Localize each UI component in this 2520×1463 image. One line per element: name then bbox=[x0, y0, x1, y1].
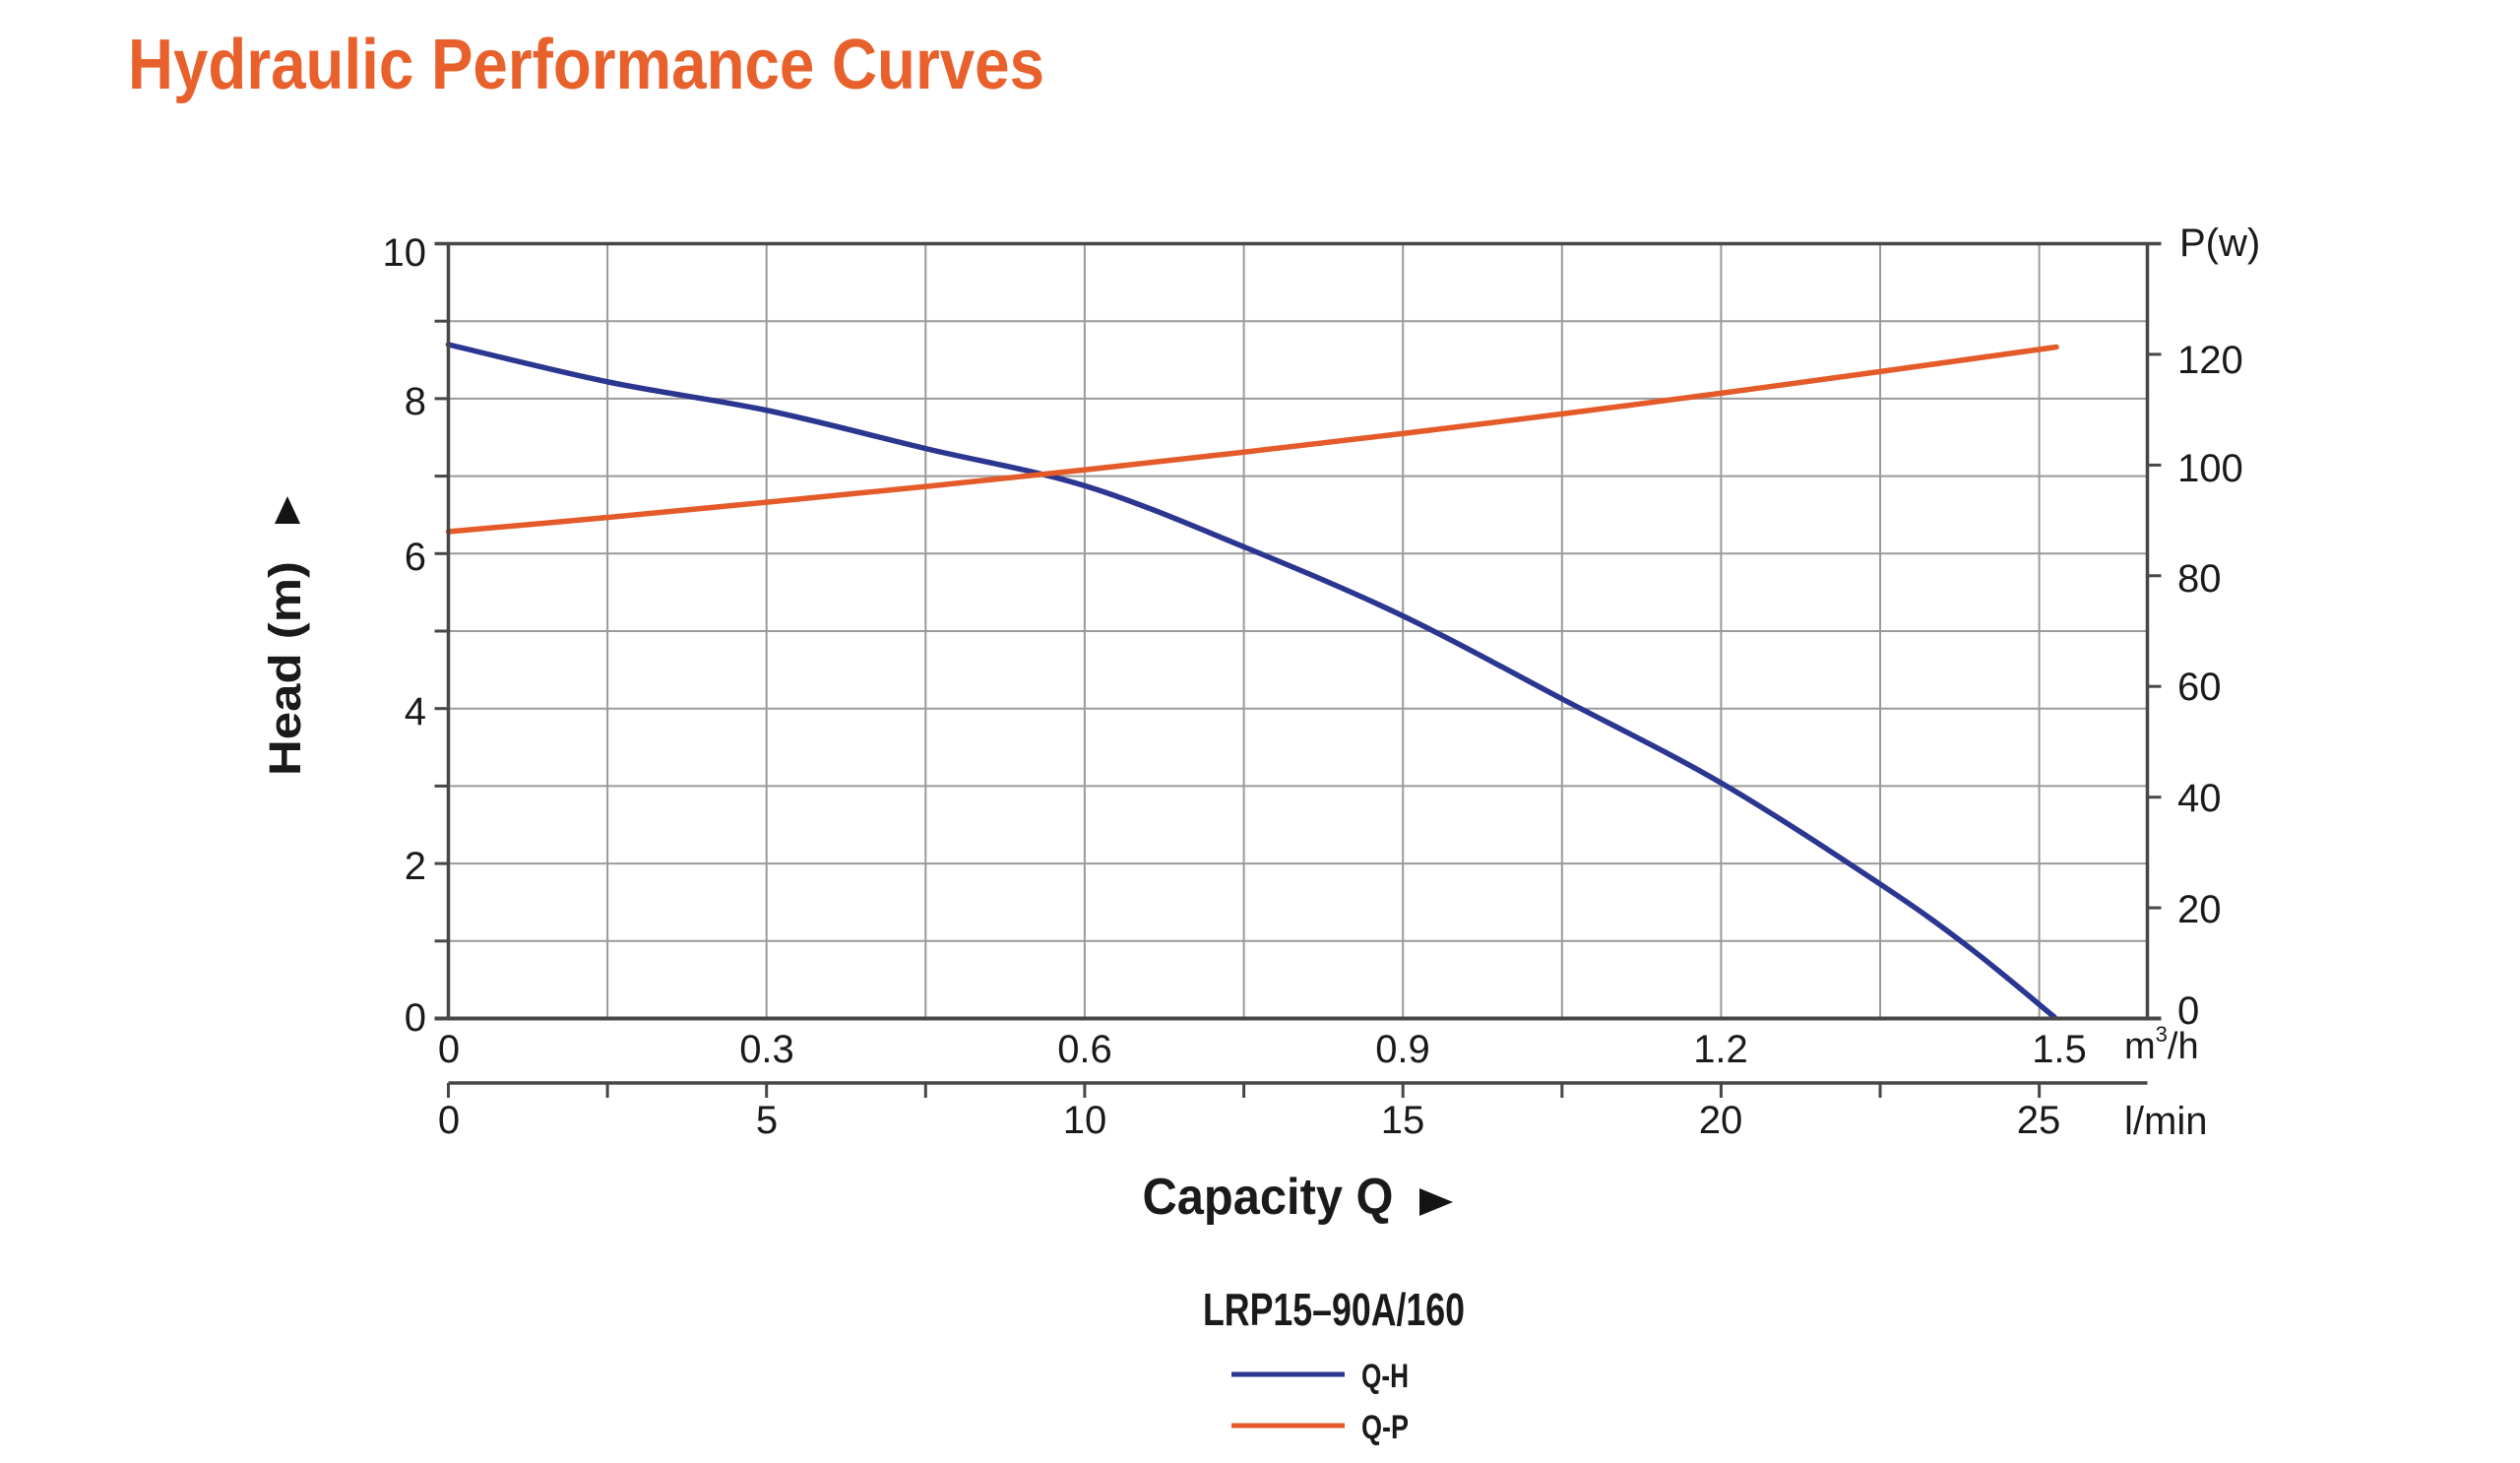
svg-text:8: 8 bbox=[405, 380, 426, 423]
svg-text:20: 20 bbox=[1699, 1099, 1743, 1142]
svg-text:10: 10 bbox=[383, 231, 427, 275]
svg-text:10: 10 bbox=[1063, 1099, 1107, 1142]
svg-text:LRP15–90A/160: LRP15–90A/160 bbox=[1203, 1284, 1465, 1335]
svg-text:100: 100 bbox=[2177, 447, 2243, 490]
svg-text:0: 0 bbox=[2177, 989, 2199, 1033]
svg-text:Head (m): Head (m) bbox=[260, 561, 310, 776]
svg-text:Hydraulic Performance Curves: Hydraulic Performance Curves bbox=[128, 26, 1044, 104]
svg-text:5: 5 bbox=[756, 1099, 778, 1142]
svg-text:2: 2 bbox=[405, 845, 426, 888]
svg-text:80: 80 bbox=[2177, 557, 2222, 601]
svg-text:Capacity Q: Capacity Q bbox=[1143, 1169, 1394, 1226]
svg-text:40: 40 bbox=[2177, 777, 2222, 820]
svg-text:60: 60 bbox=[2177, 666, 2222, 709]
svg-text:15: 15 bbox=[1381, 1099, 1425, 1142]
svg-text:m3/h: m3/h bbox=[2124, 1022, 2199, 1067]
svg-text:P(w): P(w) bbox=[2179, 222, 2260, 265]
svg-text:Q-P: Q-P bbox=[1361, 1409, 1409, 1446]
svg-text:0: 0 bbox=[438, 1028, 460, 1071]
svg-text:1.5: 1.5 bbox=[2032, 1028, 2087, 1071]
svg-text:0.9: 0.9 bbox=[1375, 1028, 1430, 1071]
svg-text:Q-H: Q-H bbox=[1361, 1358, 1409, 1395]
svg-text:4: 4 bbox=[405, 690, 426, 733]
svg-text:0: 0 bbox=[438, 1099, 460, 1142]
svg-text:120: 120 bbox=[2177, 339, 2243, 382]
svg-text:0.6: 0.6 bbox=[1057, 1028, 1112, 1071]
svg-text:0.3: 0.3 bbox=[739, 1028, 794, 1071]
svg-text:l/min: l/min bbox=[2124, 1100, 2207, 1143]
svg-text:20: 20 bbox=[2177, 888, 2222, 931]
svg-text:0: 0 bbox=[405, 996, 426, 1040]
svg-text:6: 6 bbox=[405, 536, 426, 579]
svg-text:1.2: 1.2 bbox=[1693, 1028, 1748, 1071]
svg-text:25: 25 bbox=[2017, 1099, 2061, 1142]
